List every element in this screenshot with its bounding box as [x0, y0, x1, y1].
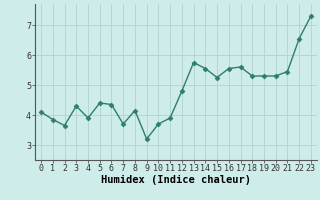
X-axis label: Humidex (Indice chaleur): Humidex (Indice chaleur): [101, 175, 251, 185]
